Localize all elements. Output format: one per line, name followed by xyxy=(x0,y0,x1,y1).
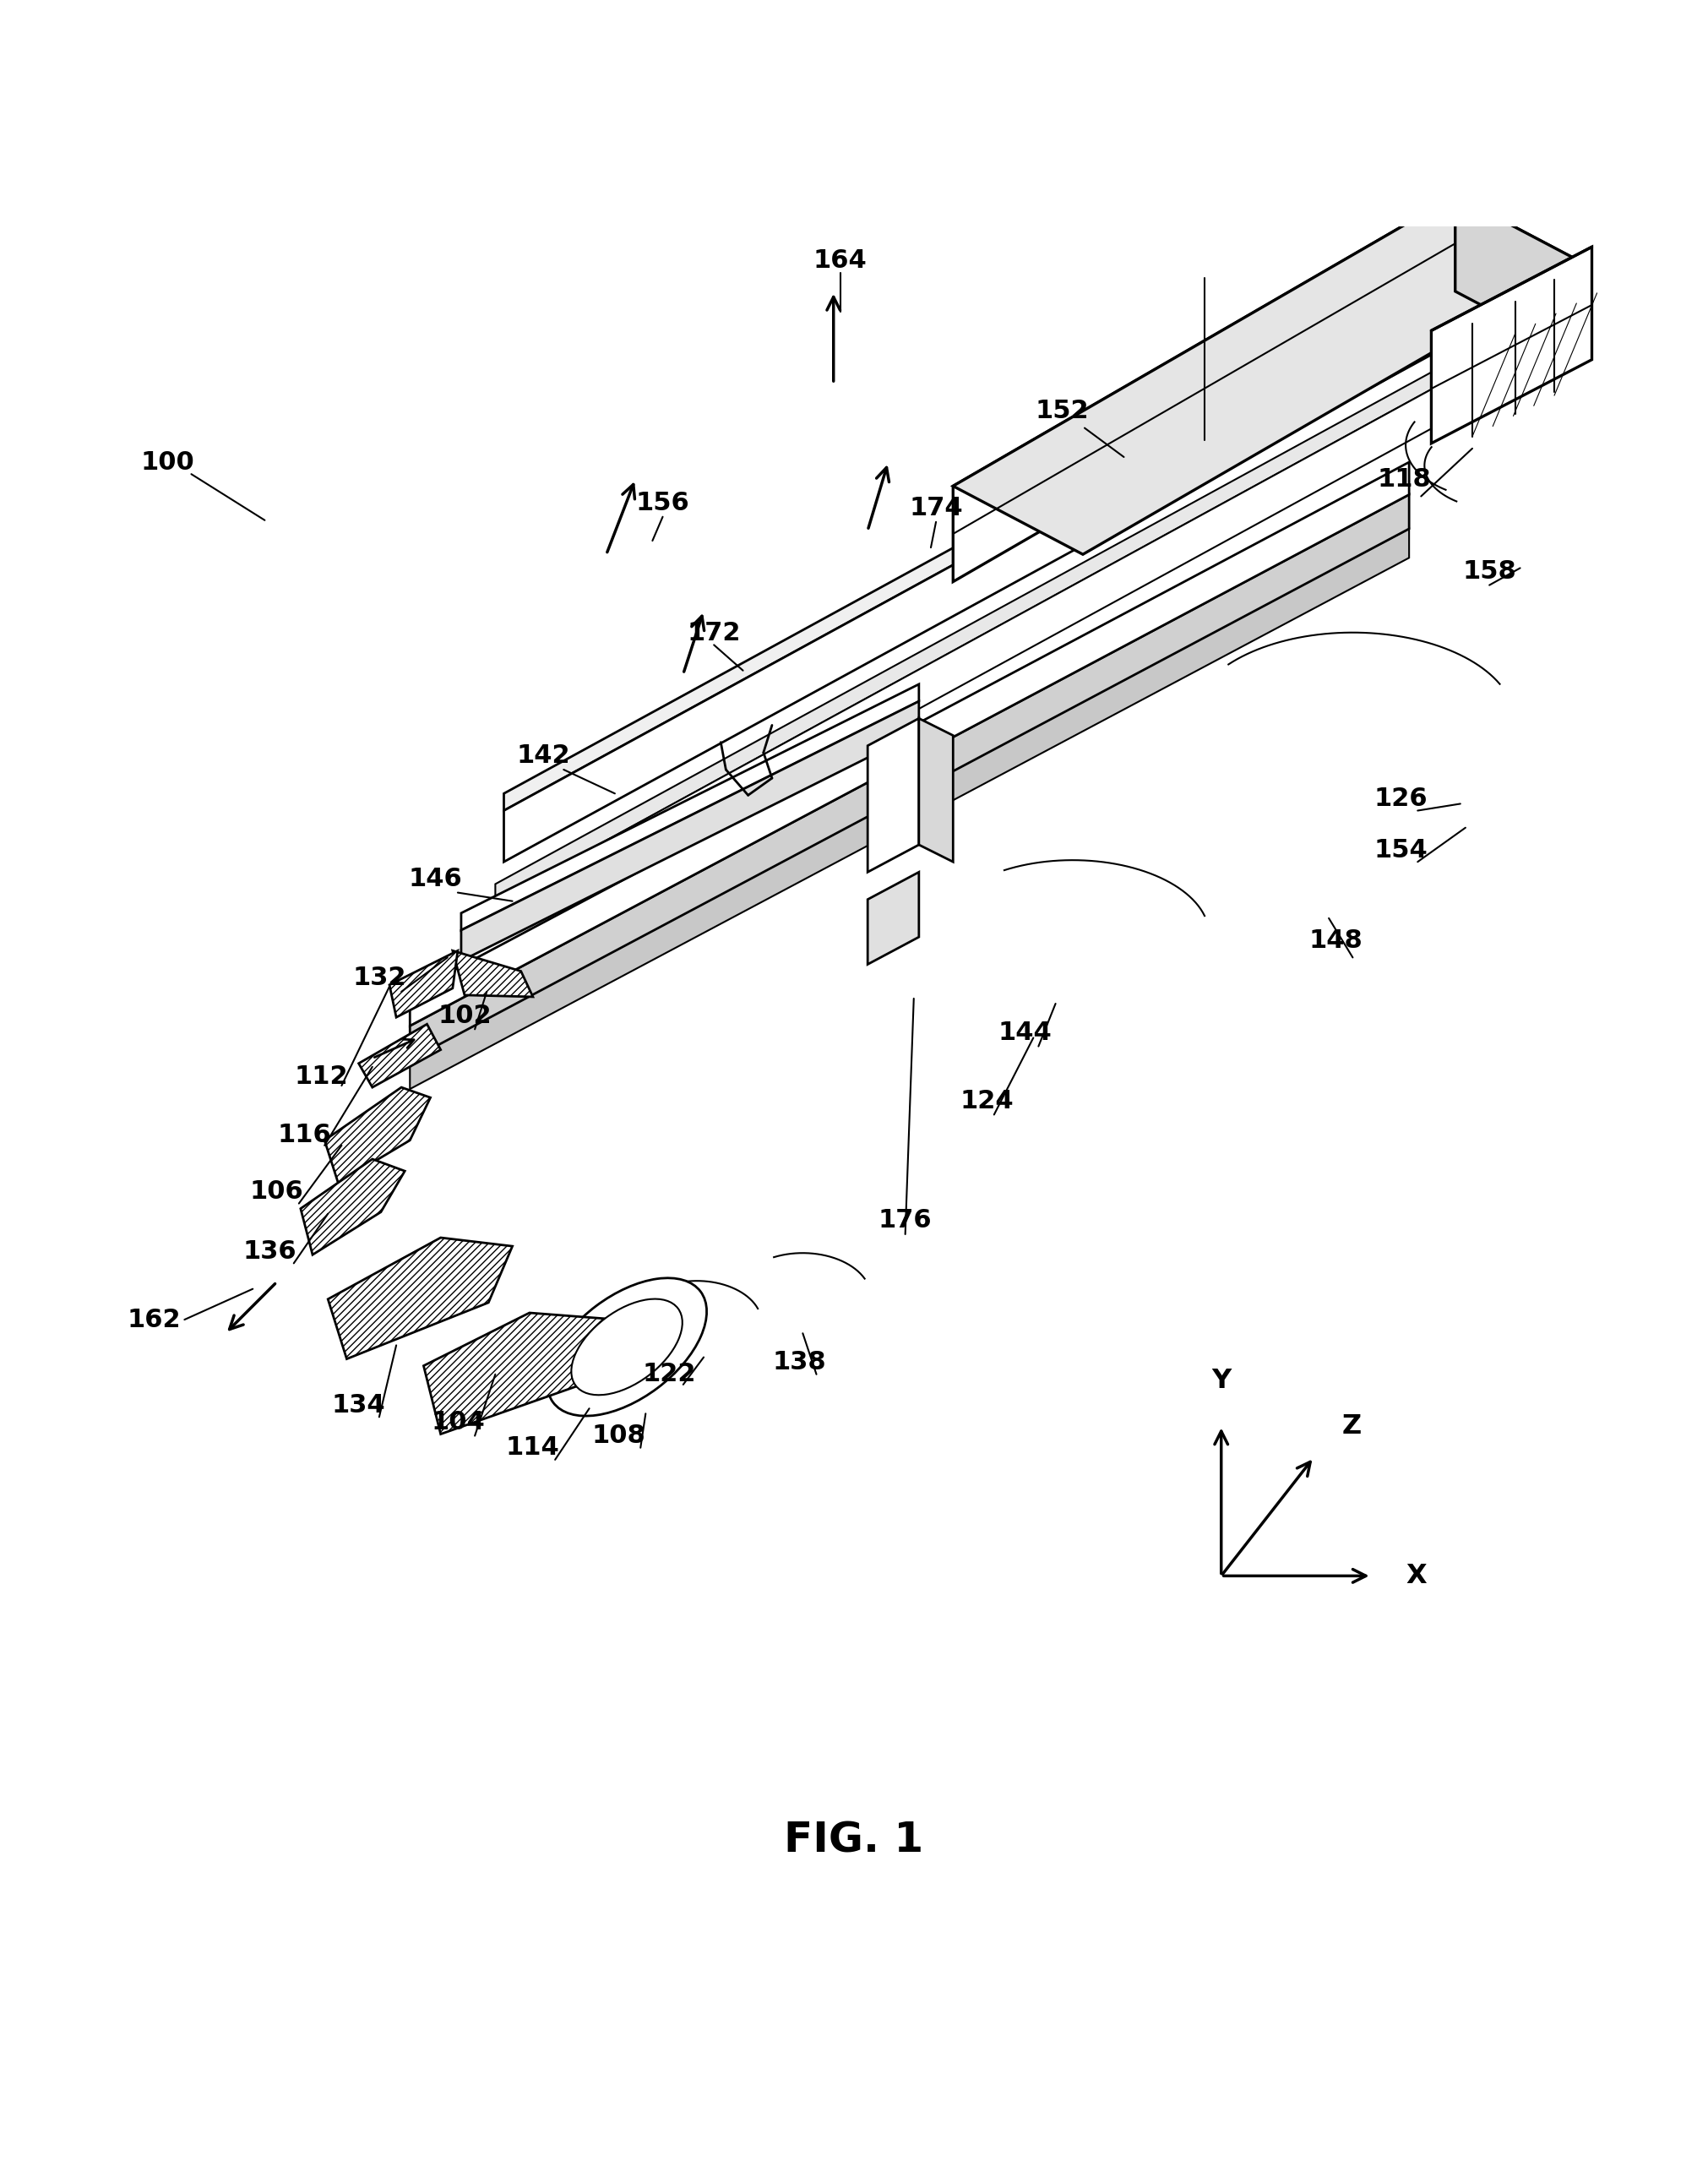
Polygon shape xyxy=(953,197,1455,581)
Polygon shape xyxy=(868,873,919,964)
Text: Y: Y xyxy=(1211,1368,1231,1394)
Text: 162: 162 xyxy=(126,1307,181,1331)
Polygon shape xyxy=(461,685,919,929)
Polygon shape xyxy=(504,264,1472,810)
Polygon shape xyxy=(410,529,1409,1089)
Text: 136: 136 xyxy=(243,1238,297,1264)
Text: 134: 134 xyxy=(331,1394,386,1418)
Text: 152: 152 xyxy=(1035,398,1090,424)
Text: 156: 156 xyxy=(635,491,690,514)
Text: 108: 108 xyxy=(591,1424,646,1448)
Polygon shape xyxy=(1455,197,1585,359)
Polygon shape xyxy=(325,1087,430,1182)
Polygon shape xyxy=(504,281,1472,862)
Text: 112: 112 xyxy=(294,1065,348,1089)
Text: 106: 106 xyxy=(249,1180,304,1204)
Polygon shape xyxy=(424,1314,618,1435)
Text: 124: 124 xyxy=(960,1089,1015,1113)
Text: 138: 138 xyxy=(772,1351,827,1374)
Text: 158: 158 xyxy=(1462,560,1517,583)
Polygon shape xyxy=(301,1158,405,1256)
Text: 114: 114 xyxy=(506,1435,560,1461)
Text: 100: 100 xyxy=(140,449,195,475)
Text: 142: 142 xyxy=(516,743,570,767)
Text: 102: 102 xyxy=(437,1003,492,1029)
Text: 172: 172 xyxy=(687,620,741,646)
Text: 148: 148 xyxy=(1308,929,1363,953)
Ellipse shape xyxy=(570,1299,683,1396)
Text: 174: 174 xyxy=(909,497,963,521)
Text: 118: 118 xyxy=(1377,467,1431,491)
Text: 122: 122 xyxy=(642,1361,697,1387)
Text: 132: 132 xyxy=(352,966,407,990)
Text: 154: 154 xyxy=(1373,838,1428,862)
Polygon shape xyxy=(495,354,1464,901)
Text: 176: 176 xyxy=(878,1208,933,1232)
Polygon shape xyxy=(453,951,533,996)
Text: Z: Z xyxy=(1341,1413,1361,1439)
Text: 116: 116 xyxy=(277,1124,331,1147)
Text: 164: 164 xyxy=(813,249,868,272)
Polygon shape xyxy=(495,372,1464,940)
Text: FIG. 1: FIG. 1 xyxy=(784,1820,924,1861)
Polygon shape xyxy=(461,702,919,962)
Polygon shape xyxy=(919,717,953,862)
Ellipse shape xyxy=(547,1277,707,1415)
Polygon shape xyxy=(328,1238,512,1359)
Polygon shape xyxy=(1431,246,1592,443)
Polygon shape xyxy=(389,951,458,1018)
Text: 146: 146 xyxy=(408,867,463,890)
Polygon shape xyxy=(410,495,1409,1061)
Polygon shape xyxy=(868,717,919,873)
Text: X: X xyxy=(1406,1562,1426,1588)
Text: 126: 126 xyxy=(1373,787,1428,810)
Text: 104: 104 xyxy=(430,1409,485,1435)
Polygon shape xyxy=(953,197,1585,555)
Text: 144: 144 xyxy=(997,1020,1052,1046)
Polygon shape xyxy=(410,462,1409,1026)
Polygon shape xyxy=(359,1024,441,1087)
